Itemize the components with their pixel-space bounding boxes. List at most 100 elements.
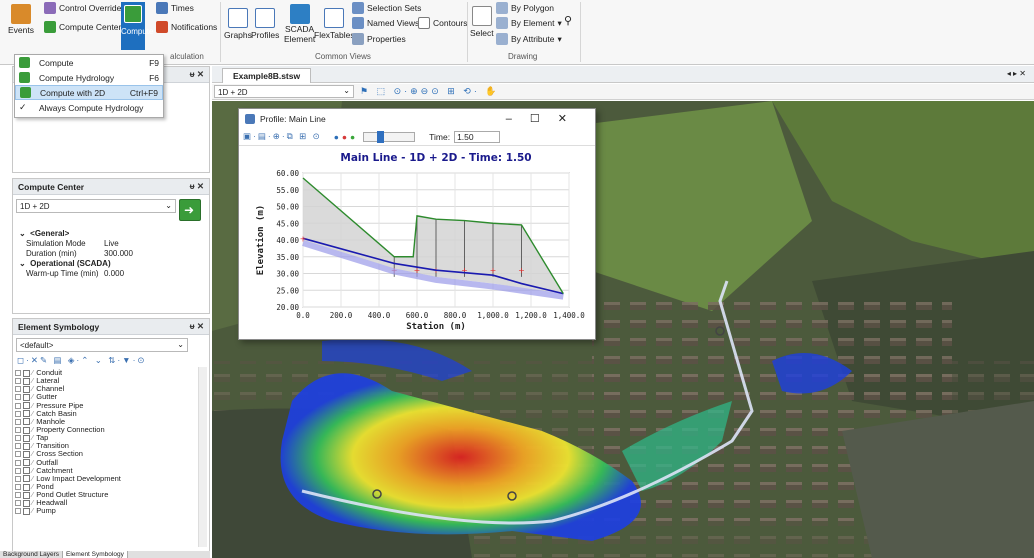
flextables-button[interactable]: FlexTables — [314, 8, 355, 40]
checkbox[interactable] — [23, 426, 30, 434]
tree-item[interactable]: ⁄ Low Impact Development — [15, 474, 199, 483]
tree-item[interactable]: ⁄ Pressure Pipe — [15, 401, 199, 410]
expand-icon[interactable] — [15, 427, 21, 434]
expand-icon[interactable] — [15, 508, 21, 515]
tree-item[interactable]: ⁄ Pond — [15, 482, 199, 491]
properties-button[interactable]: Properties — [352, 33, 406, 45]
select-button[interactable]: Select — [470, 6, 494, 38]
profiles-button[interactable]: Profiles — [251, 8, 279, 40]
menu-item-compute-with-2d[interactable]: Compute with 2D Ctrl+F9 — [15, 85, 163, 100]
tree-item[interactable]: ⁄ Property Connection — [15, 425, 199, 434]
expand-icon[interactable] — [15, 410, 21, 417]
slider-thumb[interactable] — [377, 130, 385, 143]
checkbox[interactable] — [23, 475, 30, 483]
expand-icon[interactable] — [15, 492, 21, 499]
tree-item[interactable]: ⁄ Manhole — [15, 417, 199, 426]
contours-button[interactable]: Contours — [418, 17, 468, 29]
menu-item-compute-hydrology[interactable]: Compute Hydrology F6 — [15, 70, 163, 85]
tree-item[interactable]: ⁄ Transition — [15, 442, 199, 450]
tab-element-symbology[interactable]: Element Symbology — [63, 551, 128, 558]
compute-run-button[interactable]: ➜ — [179, 199, 201, 221]
checkbox[interactable] — [23, 491, 30, 499]
tree-item[interactable]: ⁄ Channel — [15, 385, 199, 393]
tree-item[interactable]: ⁄ Cross Section — [15, 450, 199, 458]
find-button[interactable]: ⚲ — [564, 14, 572, 27]
pin-close-icon[interactable]: ᵾ ✕ — [189, 321, 204, 331]
expand-icon[interactable] — [15, 370, 21, 377]
checkbox[interactable] — [23, 450, 30, 458]
tree-item[interactable]: ⁄ Pump — [15, 507, 199, 515]
symbology-toolbar[interactable]: ◻·✕✎ ▤ ◈·⌃ ⌄ ⇅·▼·⊙ — [17, 355, 147, 366]
events-button[interactable]: Events — [4, 4, 38, 35]
tree-item[interactable]: ⁄ Catchment — [15, 466, 199, 475]
checkbox[interactable] — [23, 467, 30, 475]
pin-close-icon[interactable]: ᵾ ✕ — [189, 181, 204, 191]
time-slider[interactable] — [363, 130, 416, 143]
notifications-button[interactable]: Notifications — [156, 21, 217, 33]
graphs-button[interactable]: Graphs — [224, 8, 252, 40]
checkbox[interactable] — [23, 377, 30, 385]
expand-icon[interactable] — [15, 451, 21, 458]
tree-item[interactable]: ⁄ Conduit — [15, 368, 199, 377]
toolbar-icons[interactable]: ◻·✕✎ ▤ ◈·⌃ ⌄ ⇅·▼·⊙ — [17, 355, 147, 365]
expand-icon[interactable] — [15, 394, 21, 401]
general-category[interactable]: ⌄ <General> — [19, 229, 70, 238]
tab-nav-icons[interactable]: ◂ ▸ ✕ — [1006, 69, 1026, 78]
expand-icon[interactable] — [15, 500, 21, 507]
compute-center-button[interactable]: Compute Center — [44, 21, 121, 33]
symbology-profile-select[interactable]: <default> ⌄ — [16, 338, 188, 352]
time-input[interactable]: 1.50 — [454, 130, 501, 143]
expand-icon[interactable] — [15, 402, 21, 409]
expand-icon[interactable] — [15, 443, 21, 450]
tab-background-layers[interactable]: Background Layers — [0, 551, 64, 558]
compute-button[interactable]: Compute — [121, 2, 153, 50]
checkbox[interactable] — [23, 402, 30, 410]
checkbox[interactable] — [23, 434, 30, 442]
named-views-button[interactable]: Named Views — [352, 17, 419, 29]
expand-icon[interactable] — [15, 418, 21, 425]
expand-icon[interactable] — [15, 484, 21, 491]
times-button[interactable]: Times — [156, 2, 194, 14]
checkbox[interactable] — [23, 418, 30, 426]
stop-icon[interactable]: ● — [341, 131, 347, 142]
tree-item[interactable]: ⁄ Catch Basin — [15, 409, 199, 418]
scada-category[interactable]: ⌄ Operational (SCADA) — [19, 259, 111, 268]
checkbox[interactable] — [23, 410, 30, 418]
checkbox[interactable] — [23, 507, 30, 515]
window-controls[interactable]: –☐✕ — [505, 113, 585, 125]
checkbox[interactable] — [23, 459, 30, 467]
tree-item[interactable]: ⁄ Outfall — [15, 458, 199, 467]
selection-sets-button[interactable]: Selection Sets — [352, 2, 421, 14]
tree-item[interactable]: ⁄ Gutter — [15, 393, 199, 401]
checkbox[interactable] — [23, 483, 30, 491]
expand-icon[interactable] — [15, 435, 21, 442]
checkbox[interactable] — [23, 442, 30, 450]
rewind-icon[interactable]: ● — [333, 131, 339, 142]
pin-close-icon[interactable]: ᵾ ✕ — [189, 69, 204, 79]
checkbox[interactable] — [23, 369, 30, 377]
checkbox[interactable] — [23, 385, 30, 393]
by-attribute-button[interactable]: By Attribute ▾ — [496, 33, 562, 45]
control-overrides-button[interactable]: Control Overrides — [44, 2, 126, 14]
play-icon[interactable]: ● — [350, 131, 356, 142]
menu-item-compute[interactable]: Compute F9 — [15, 55, 163, 70]
zoom-tools[interactable]: ⚑ ⬚ ⊙·⊕⊖⊙ ⊞ ⟲· ✋ — [360, 86, 500, 96]
tree-item[interactable]: ⁄ Pond Outlet Structure — [15, 490, 199, 499]
expand-icon[interactable] — [15, 459, 21, 466]
tree-item[interactable]: ⁄ Tap — [15, 433, 199, 442]
by-polygon-button[interactable]: By Polygon — [496, 2, 554, 14]
tree-item[interactable]: ⁄ Headwall — [15, 499, 199, 507]
drawing-scenario-select[interactable]: 1D + 2D ⌄ — [214, 85, 354, 98]
profile-window-titlebar[interactable]: Profile: Main Line –☐✕ — [239, 109, 595, 128]
tab-example8b[interactable]: Example8B.stsw — [222, 68, 312, 83]
expand-icon[interactable] — [15, 467, 21, 474]
tree-item[interactable]: ⁄ Lateral — [15, 376, 199, 385]
scada-element-button[interactable]: SCADA Element — [284, 4, 315, 44]
expand-icon[interactable] — [15, 475, 21, 482]
tree-scrollbar[interactable] — [198, 367, 207, 547]
menu-item-always-compute-hydrology[interactable]: ✓ Always Compute Hydrology — [19, 102, 144, 113]
by-element-button[interactable]: By Element ▾ — [496, 17, 562, 29]
expand-icon[interactable] — [15, 386, 21, 393]
checkbox[interactable] — [23, 499, 30, 507]
profile-toolbar-icons[interactable]: ▣·▤·⊕·⧉ ⊞ ⊙ — [243, 131, 322, 141]
